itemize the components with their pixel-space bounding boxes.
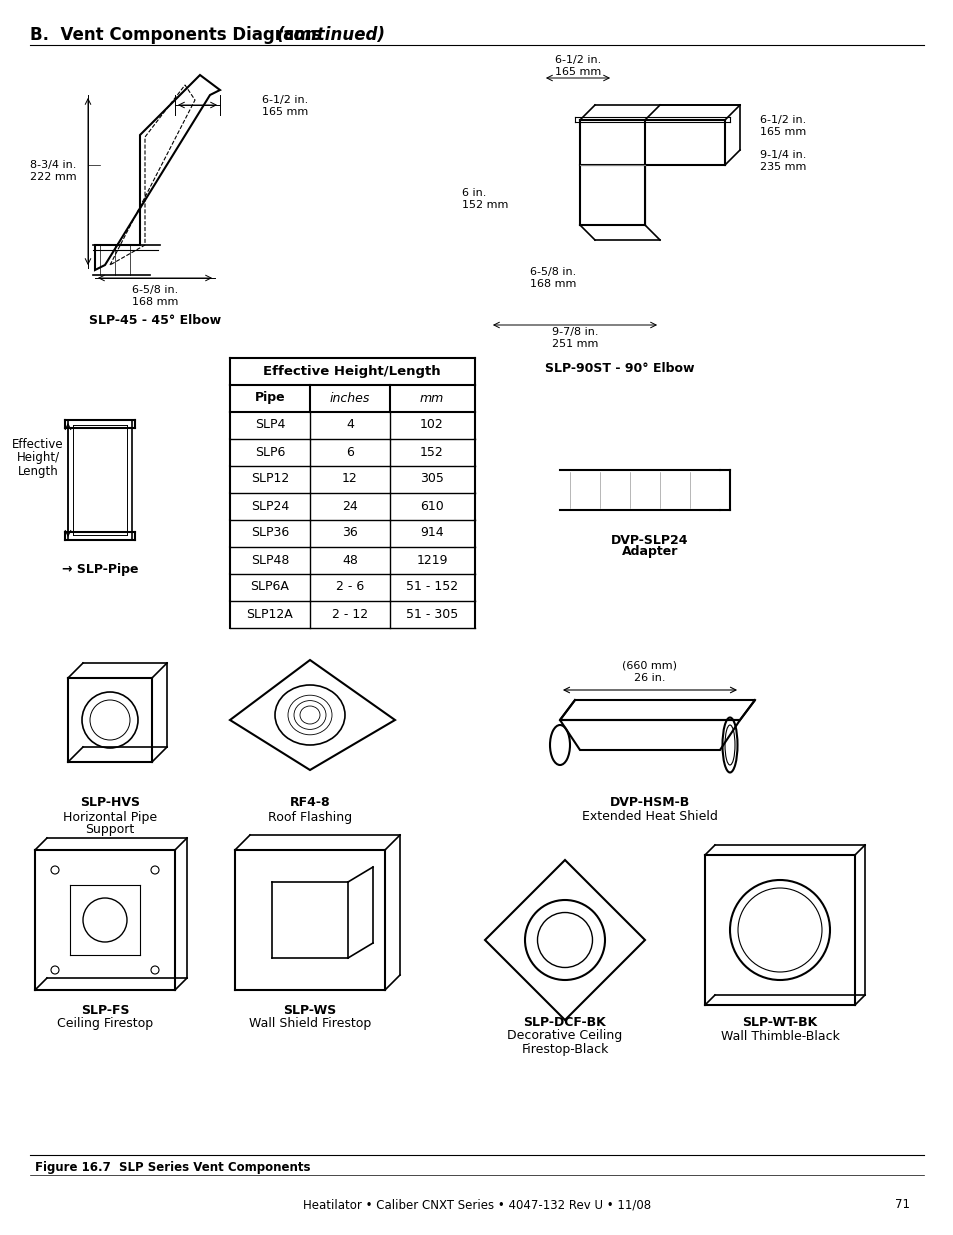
Text: SLP6A: SLP6A xyxy=(251,580,289,594)
Text: Decorative Ceiling: Decorative Ceiling xyxy=(507,1030,622,1042)
Text: SLP6: SLP6 xyxy=(254,446,285,458)
Text: 165 mm: 165 mm xyxy=(262,107,308,117)
Text: 4: 4 xyxy=(346,419,354,431)
Text: mm: mm xyxy=(419,391,444,405)
Text: SLP-DCF-BK: SLP-DCF-BK xyxy=(523,1016,606,1030)
Text: 6-1/2 in.: 6-1/2 in. xyxy=(760,115,805,125)
Text: DVP-SLP24: DVP-SLP24 xyxy=(611,534,688,547)
Text: Roof Flashing: Roof Flashing xyxy=(268,810,352,824)
Text: 305: 305 xyxy=(419,473,443,485)
Text: SLP12: SLP12 xyxy=(251,473,289,485)
Text: 610: 610 xyxy=(419,499,443,513)
Text: Heatilator • Caliber CNXT Series • 4047-132 Rev U • 11/08: Heatilator • Caliber CNXT Series • 4047-… xyxy=(303,1198,650,1212)
Text: 6 in.: 6 in. xyxy=(461,188,486,198)
Text: 9-7/8 in.: 9-7/8 in. xyxy=(551,327,598,337)
Text: RF4-8: RF4-8 xyxy=(290,797,330,809)
Text: SLP-FS: SLP-FS xyxy=(81,1004,129,1016)
Text: Figure 16.7  SLP Series Vent Components: Figure 16.7 SLP Series Vent Components xyxy=(35,1161,310,1173)
Text: 51 - 152: 51 - 152 xyxy=(406,580,457,594)
Text: SLP12A: SLP12A xyxy=(247,608,294,620)
Text: 6-5/8 in.: 6-5/8 in. xyxy=(530,267,576,277)
Text: 165 mm: 165 mm xyxy=(555,67,600,77)
Text: Height/: Height/ xyxy=(16,452,59,464)
Text: Wall Shield Firestop: Wall Shield Firestop xyxy=(249,1016,371,1030)
Text: SLP-HVS: SLP-HVS xyxy=(80,797,140,809)
Text: 36: 36 xyxy=(342,526,357,540)
Text: B.  Vent Components Diagrams: B. Vent Components Diagrams xyxy=(30,26,327,44)
Text: SLP48: SLP48 xyxy=(251,553,289,567)
Text: Horizontal Pipe: Horizontal Pipe xyxy=(63,810,157,824)
Text: Wall Thimble-Black: Wall Thimble-Black xyxy=(720,1030,839,1042)
Text: (continued): (continued) xyxy=(276,26,386,44)
Text: (660 mm): (660 mm) xyxy=(622,661,677,671)
Text: Length: Length xyxy=(17,464,58,478)
Text: Effective Height/Length: Effective Height/Length xyxy=(263,364,440,378)
Text: 12: 12 xyxy=(342,473,357,485)
Text: DVP-HSM-B: DVP-HSM-B xyxy=(609,797,689,809)
Text: Ceiling Firestop: Ceiling Firestop xyxy=(57,1016,152,1030)
Text: 914: 914 xyxy=(419,526,443,540)
Text: 48: 48 xyxy=(342,553,357,567)
Text: SLP4: SLP4 xyxy=(254,419,285,431)
Text: 152 mm: 152 mm xyxy=(461,200,508,210)
Text: Pipe: Pipe xyxy=(254,391,285,405)
Text: 6: 6 xyxy=(346,446,354,458)
Text: 168 mm: 168 mm xyxy=(132,296,178,308)
Text: 152: 152 xyxy=(419,446,443,458)
Text: SLP24: SLP24 xyxy=(251,499,289,513)
Text: Support: Support xyxy=(85,824,134,836)
Text: 168 mm: 168 mm xyxy=(530,279,576,289)
Text: 6-1/2 in.: 6-1/2 in. xyxy=(262,95,308,105)
Text: 6-5/8 in.: 6-5/8 in. xyxy=(132,285,178,295)
Text: Effective: Effective xyxy=(12,438,64,452)
Text: inches: inches xyxy=(330,391,370,405)
Text: 71: 71 xyxy=(894,1198,909,1212)
Text: 251 mm: 251 mm xyxy=(551,338,598,350)
Text: 102: 102 xyxy=(419,419,443,431)
Text: SLP-90ST - 90° Elbow: SLP-90ST - 90° Elbow xyxy=(545,362,694,374)
Text: SLP36: SLP36 xyxy=(251,526,289,540)
Text: 2 - 12: 2 - 12 xyxy=(332,608,368,620)
Text: 222 mm: 222 mm xyxy=(30,172,76,182)
Text: 24: 24 xyxy=(342,499,357,513)
Text: Firestop-Black: Firestop-Black xyxy=(520,1042,608,1056)
Text: 235 mm: 235 mm xyxy=(760,162,805,172)
Text: 2 - 6: 2 - 6 xyxy=(335,580,364,594)
Text: Extended Heat Shield: Extended Heat Shield xyxy=(581,810,718,824)
Text: 8-3/4 in.: 8-3/4 in. xyxy=(30,161,76,170)
Text: → SLP-Pipe: → SLP-Pipe xyxy=(62,563,138,577)
Text: 26 in.: 26 in. xyxy=(634,673,665,683)
Text: 6-1/2 in.: 6-1/2 in. xyxy=(555,56,600,65)
Text: Adapter: Adapter xyxy=(621,546,678,558)
Text: 1219: 1219 xyxy=(416,553,447,567)
Text: 51 - 305: 51 - 305 xyxy=(405,608,457,620)
Text: 9-1/4 in.: 9-1/4 in. xyxy=(760,149,805,161)
Text: SLP-WS: SLP-WS xyxy=(283,1004,336,1016)
Text: 165 mm: 165 mm xyxy=(760,127,805,137)
Text: SLP-45 - 45° Elbow: SLP-45 - 45° Elbow xyxy=(89,314,221,326)
Text: SLP-WT-BK: SLP-WT-BK xyxy=(741,1016,817,1030)
